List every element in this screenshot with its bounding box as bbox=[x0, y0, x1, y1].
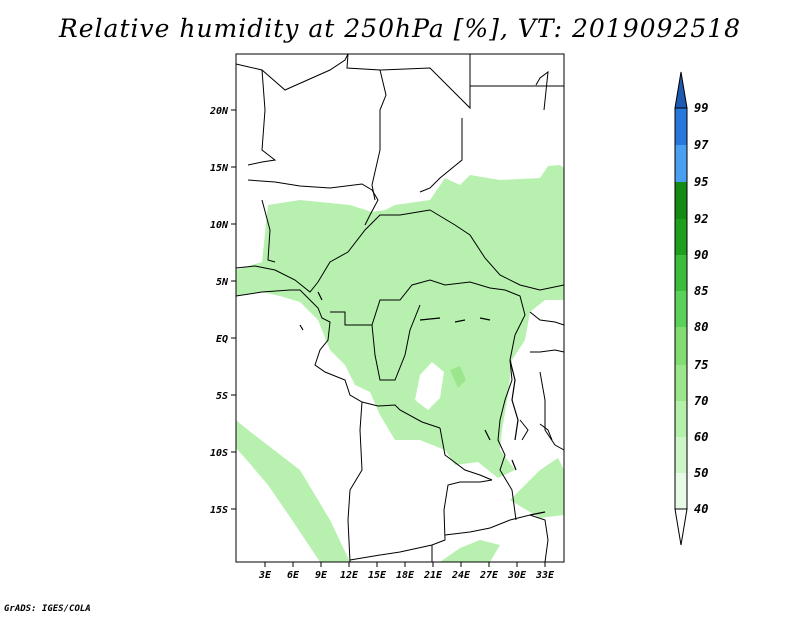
lon-label: 15E bbox=[368, 570, 387, 581]
colorbar-segment bbox=[675, 327, 687, 365]
colorbar-bottom-triangle bbox=[674, 508, 688, 546]
humidity-region-west bbox=[236, 420, 350, 562]
humidity-region-south bbox=[440, 540, 500, 562]
lat-label: 15N bbox=[210, 163, 229, 174]
colorbar-top-triangle bbox=[674, 71, 688, 109]
colorbar-label: 80 bbox=[694, 320, 708, 334]
lon-label: 24E bbox=[451, 570, 471, 581]
map-frame bbox=[235, 53, 565, 563]
colorbar-label: 50 bbox=[694, 466, 708, 480]
lakes bbox=[299, 291, 546, 516]
humidity-region-darker bbox=[450, 366, 466, 388]
lat-label: 5S bbox=[216, 391, 228, 402]
longitude-axis: 3E 6E 9E 12E 15E 18E 21E 24E 27E 30E 33E bbox=[258, 562, 555, 581]
humidity-region-central bbox=[236, 165, 564, 478]
humidity-region-lake bbox=[415, 362, 444, 410]
colorbar-label: 40 bbox=[694, 502, 708, 516]
map-title: Relative humidity at 250hPa [%], VT: 201… bbox=[58, 14, 742, 43]
lon-label: 33E bbox=[535, 570, 555, 581]
colorbar-label: 90 bbox=[694, 248, 708, 262]
colorbar-segment bbox=[675, 108, 687, 145]
lon-label: 3E bbox=[258, 570, 272, 581]
country-borders bbox=[235, 53, 565, 563]
colorbar-label: 60 bbox=[694, 430, 708, 444]
colorbar-segment bbox=[675, 401, 687, 437]
colorbar-segment bbox=[675, 182, 687, 219]
humidity-shading bbox=[236, 165, 564, 562]
colorbar-label: 97 bbox=[694, 138, 709, 152]
lon-label: 12E bbox=[340, 570, 359, 581]
colorbar-label: 70 bbox=[694, 394, 708, 408]
lat-label: EQ bbox=[216, 334, 228, 345]
colorbar-label: 75 bbox=[694, 358, 708, 372]
lat-label: 5N bbox=[216, 277, 229, 288]
humidity-region-east bbox=[510, 458, 564, 518]
lat-label: 10N bbox=[210, 220, 229, 231]
lon-label: 6E bbox=[287, 570, 300, 581]
colorbar-segment bbox=[675, 291, 687, 327]
lon-label: 21E bbox=[423, 570, 443, 581]
colorbar-label: 85 bbox=[694, 284, 708, 298]
colorbar-segment bbox=[675, 437, 687, 473]
lat-label: 20N bbox=[209, 106, 229, 117]
colorbar-segment bbox=[675, 145, 687, 182]
colorbar-outline bbox=[674, 107, 688, 510]
lon-label: 27E bbox=[479, 570, 499, 581]
lon-label: 30E bbox=[507, 570, 527, 581]
colorbar: 40 50 60 70 75 80 85 90 92 95 97 99 bbox=[674, 71, 709, 546]
colorbar-label: 95 bbox=[694, 175, 708, 189]
colorbar-segment bbox=[675, 255, 687, 291]
lon-label: 18E bbox=[396, 570, 415, 581]
colorbar-segment bbox=[675, 473, 687, 509]
lat-label: 15S bbox=[210, 505, 228, 516]
latitude-axis: 20N 15N 10N 5N EQ 5S 10S 15S bbox=[209, 106, 236, 516]
colorbar-segment bbox=[675, 219, 687, 255]
lon-label: 9E bbox=[315, 570, 328, 581]
colorbar-label: 99 bbox=[694, 101, 708, 115]
colorbar-label: 92 bbox=[694, 212, 708, 226]
map-panel bbox=[235, 53, 565, 563]
lat-label: 10S bbox=[210, 448, 228, 459]
colorbar-segment bbox=[675, 365, 687, 401]
credit-label: GrADS: IGES/COLA bbox=[4, 604, 91, 614]
